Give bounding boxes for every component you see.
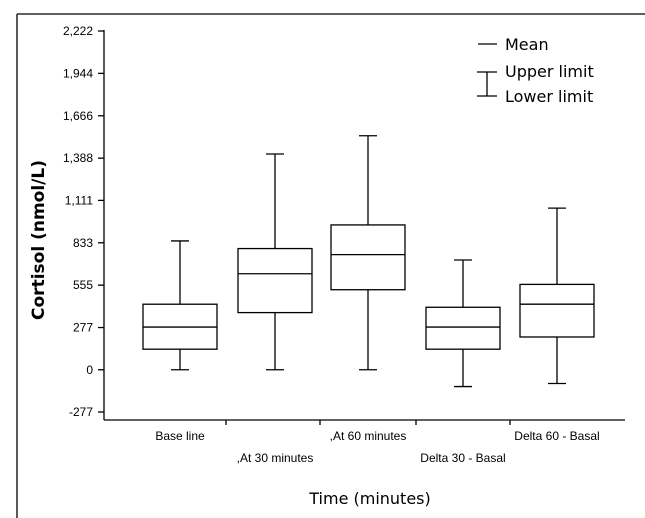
iqr-box	[425, 306, 501, 350]
legend-upper-label: Upper limit	[505, 62, 594, 81]
box-1	[142, 240, 218, 371]
box-4	[425, 259, 501, 388]
iqr-box	[519, 283, 595, 338]
box-3	[330, 135, 406, 371]
y-tick-label: -277	[69, 405, 93, 419]
category-label: Delta 30 - Basal	[420, 451, 505, 465]
box-2	[237, 153, 313, 371]
legend-lower-label: Lower limit	[505, 87, 593, 106]
category-label: ,At 30 minutes	[237, 451, 314, 465]
y-tick-label: 833	[73, 236, 93, 250]
iqr-box	[237, 247, 313, 314]
y-tick-label: 1,944	[63, 66, 93, 80]
y-tick-label: 2,222	[63, 24, 93, 38]
category-label: ,At 60 minutes	[330, 429, 407, 443]
x-axis-title: Time (minutes)	[308, 489, 431, 508]
boxes	[142, 135, 595, 388]
category-label: Delta 60 - Basal	[514, 429, 599, 443]
y-tick-label: 1,388	[63, 151, 93, 165]
y-ticks: -277 0 277 555 833 1,111 1,388 1,666 1,944 2,222	[63, 24, 104, 419]
box-5	[519, 207, 595, 385]
category-labels: Base line ,At 30 minutes ,At 60 minutes Del…	[155, 429, 599, 465]
y-tick-label: 1,111	[65, 193, 94, 207]
y-tick-label: 1,666	[63, 109, 93, 123]
legend: Mean Upper limit Lower limit	[477, 35, 594, 106]
category-label: Base line	[155, 429, 205, 443]
iqr-box	[330, 224, 406, 291]
y-tick-label: 0	[86, 363, 93, 377]
y-tick-label: 555	[73, 278, 93, 292]
legend-mean-label: Mean	[505, 35, 549, 54]
y-axis-title: Cortisol (nmol/L)	[29, 160, 49, 320]
x-ticks	[225, 420, 511, 425]
y-tick-label: 277	[73, 321, 93, 335]
